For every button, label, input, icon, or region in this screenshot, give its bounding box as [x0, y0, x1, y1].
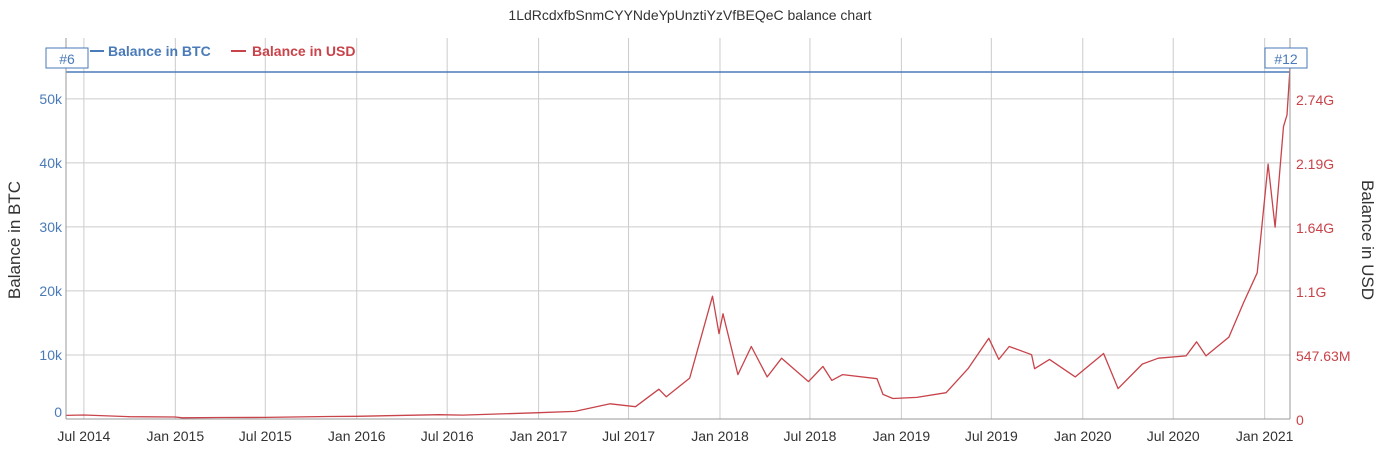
x-tick-label: Jul 2014 — [57, 428, 110, 444]
flag-label: #12 — [1274, 51, 1298, 67]
y-right-tick-label: 1.64G — [1296, 220, 1334, 236]
x-tick-label: Jul 2017 — [602, 428, 655, 444]
x-tick-label: Jul 2019 — [965, 428, 1018, 444]
x-tick-label: Jan 2019 — [873, 428, 931, 444]
flag-label: #6 — [59, 51, 75, 67]
flag-box — [1264, 47, 1308, 69]
y-left-tick-label: 50k — [39, 91, 63, 107]
legend-usd[interactable]: Balance in USD — [252, 43, 355, 59]
y-left-tick-label: 10k — [39, 347, 63, 363]
y-right-tick-label: 0 — [1296, 412, 1304, 428]
x-tick-label: Jan 2016 — [328, 428, 386, 444]
y-right-tick-label: 1.1G — [1296, 284, 1326, 300]
x-tick-label: Jan 2021 — [1236, 428, 1294, 444]
y-right-tick-label: 2.19G — [1296, 156, 1334, 172]
y-right-tick-label: 547.63M — [1296, 348, 1350, 364]
y-left-tick-label: 20k — [39, 283, 63, 299]
usd-balance-line — [65, 68, 1291, 419]
y-left-tick-label: 0 — [54, 404, 62, 420]
x-tick-label: Jul 2020 — [1147, 428, 1200, 444]
y-left-tick-label: 40k — [39, 155, 63, 171]
y-axis-left-title: Balance in BTC — [5, 181, 24, 299]
chart-title: 1LdRcdxfbSnmCYYNdeYpUnztiYzVfBEQeC balan… — [508, 7, 871, 23]
x-tick-label: Jan 2017 — [510, 428, 568, 444]
flag-box — [45, 47, 89, 69]
x-tick-label: Jul 2015 — [239, 428, 292, 444]
y-left-tick-label: 30k — [39, 219, 63, 235]
y-axis-right-title: Balance in USD — [1358, 180, 1377, 300]
legend-btc[interactable]: Balance in BTC — [108, 43, 211, 59]
x-tick-label: Jan 2015 — [147, 428, 205, 444]
x-tick-label: Jul 2016 — [421, 428, 474, 444]
x-tick-label: Jan 2020 — [1054, 428, 1112, 444]
x-tick-label: Jan 2018 — [691, 428, 749, 444]
x-tick-label: Jul 2018 — [783, 428, 836, 444]
legend: Balance in BTC Balance in USD — [90, 43, 355, 59]
y-right-tick-label: 2.74G — [1296, 92, 1334, 108]
